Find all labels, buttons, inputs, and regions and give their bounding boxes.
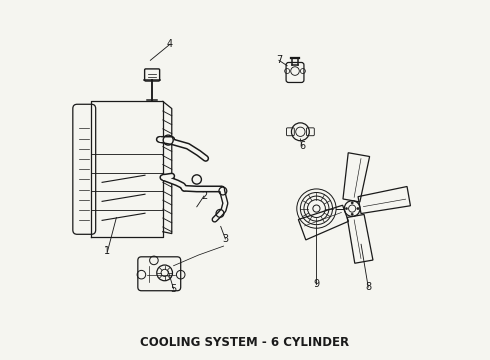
Text: 8: 8	[365, 282, 371, 292]
Text: COOLING SYSTEM - 6 CYLINDER: COOLING SYSTEM - 6 CYLINDER	[141, 336, 349, 349]
Circle shape	[345, 207, 347, 210]
Text: 9: 9	[314, 279, 319, 289]
Circle shape	[351, 213, 353, 215]
Circle shape	[351, 202, 353, 204]
Circle shape	[313, 205, 320, 212]
Text: 4: 4	[167, 39, 173, 49]
Text: 3: 3	[222, 234, 228, 244]
Circle shape	[357, 207, 359, 210]
Text: 6: 6	[299, 141, 305, 151]
Text: 5: 5	[171, 284, 177, 294]
Text: 1: 1	[104, 247, 111, 256]
Text: 7: 7	[276, 55, 282, 65]
Text: 2: 2	[201, 191, 207, 201]
